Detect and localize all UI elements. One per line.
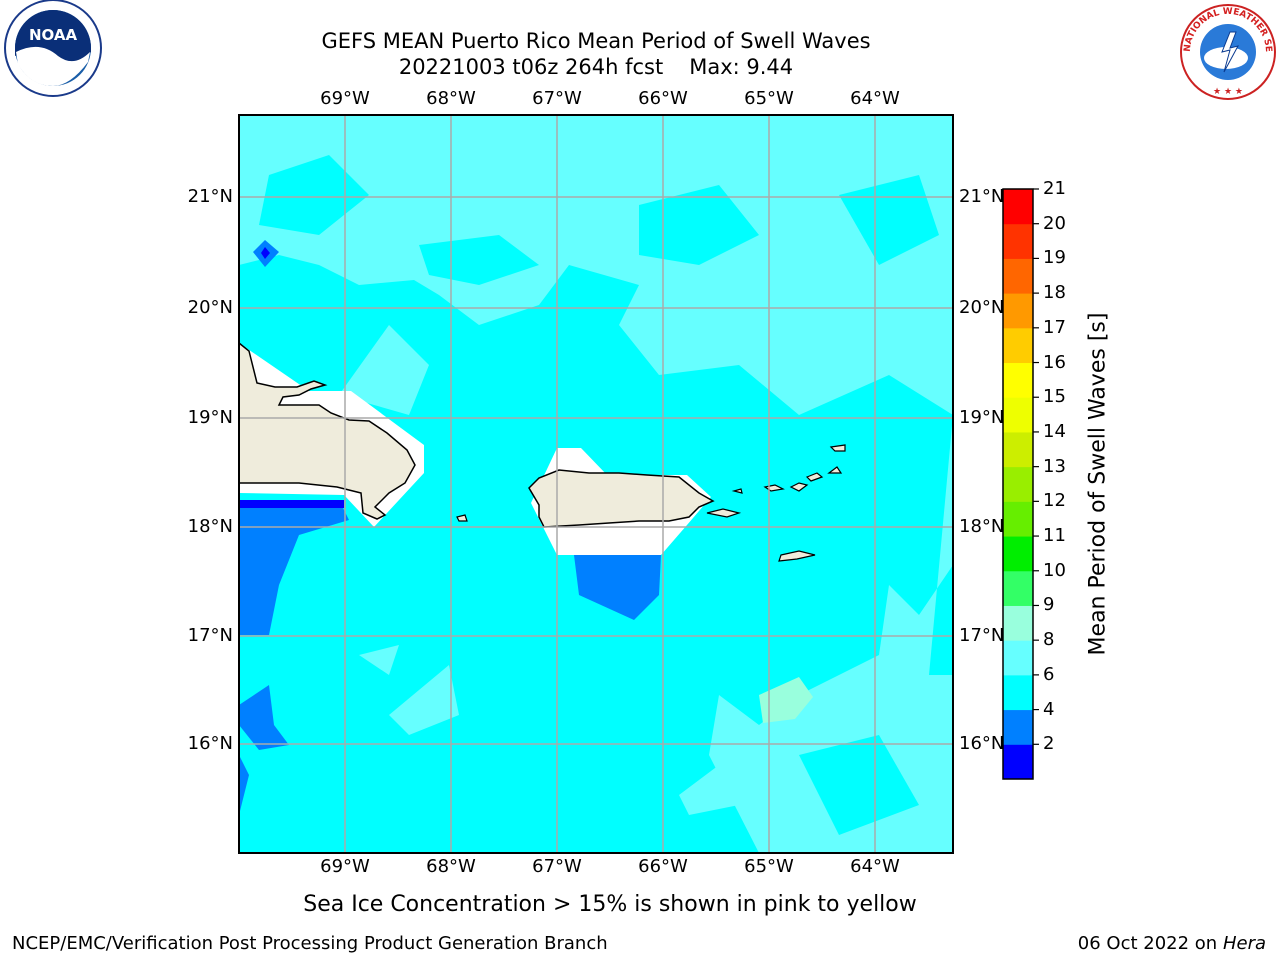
land-mona-island (456, 514, 468, 522)
swell-peak-region (759, 677, 813, 723)
land-vieques (706, 508, 742, 518)
chart-subtitle: 20221003 t06z 264h fcst Max: 9.44 (240, 54, 952, 80)
colorbar-segment (1003, 362, 1033, 398)
colorbar-segment (1003, 744, 1033, 780)
colorbar-segment (1003, 536, 1033, 572)
colorbar-frame (1002, 188, 1034, 780)
lon-tick-top: 64°W (850, 88, 900, 109)
chart-title: GEFS MEAN Puerto Rico Mean Period of Swe… (321, 29, 871, 53)
colorbar-segment (1003, 397, 1033, 433)
lat-tick-right: 16°N (959, 733, 1005, 754)
colorbar-segment (1003, 293, 1033, 329)
lon-tick-bot: 69°W (320, 856, 370, 877)
colorbar-tick-label: 21 (1043, 178, 1066, 199)
light-swell-region (679, 765, 739, 815)
map-frame (238, 114, 954, 854)
lon-tick-top: 69°W (320, 88, 370, 109)
lat-tick-right: 17°N (959, 625, 1005, 646)
colorbar-tick-label: 6 (1043, 663, 1055, 685)
light-swell-region (339, 325, 429, 415)
lat-tick-left: 21°N (187, 186, 233, 207)
lon-tick-top: 67°W (532, 88, 582, 109)
colorbar-tick-label: 19 (1043, 247, 1066, 269)
colorbar-tick-label: 10 (1043, 559, 1066, 581)
lat-tick-right: 18°N (959, 516, 1005, 537)
footer-date: 06 Oct 2022 on Hera (1077, 933, 1266, 954)
light-swell-region (359, 645, 399, 675)
lat-tick-left: 19°N (187, 407, 233, 428)
lon-tick-top: 66°W (638, 88, 688, 109)
light-swell-region (799, 735, 919, 835)
deep-swell-region (239, 500, 344, 508)
footer-branch: NCEP/EMC/Verification Post Processing Pr… (12, 933, 608, 954)
colorbar-segment (1003, 501, 1033, 537)
colorbar-tick-label: 15 (1043, 386, 1066, 408)
colorbar-segment (1003, 223, 1033, 259)
colorbar-tick-label: 4 (1043, 698, 1055, 720)
colorbar-tick-label: 8 (1043, 629, 1055, 651)
lat-tick-left: 20°N (187, 297, 233, 318)
colorbar-segment (1003, 674, 1033, 711)
colorbar-tick-label: 12 (1043, 490, 1066, 512)
lon-tick-top: 68°W (426, 88, 476, 109)
map-plot (238, 114, 954, 854)
max-value: Max: 9.44 (689, 55, 794, 79)
land-virgin-islands (731, 444, 846, 494)
colorbar-tick-label: 14 (1043, 420, 1066, 442)
colorbar-segment (1003, 709, 1033, 745)
svg-text:★ ★ ★: ★ ★ ★ (1213, 87, 1243, 97)
lon-tick-bot: 64°W (850, 856, 900, 877)
colorbar-segment (1003, 431, 1033, 468)
light-swell-region (639, 185, 759, 265)
colorbar-segment (1003, 640, 1033, 676)
light-swell-region (239, 115, 953, 853)
map-gridlines (239, 115, 953, 853)
colorbar-label: Mean Period of Swell Waves [s] (1085, 312, 1111, 656)
light-swell-region (419, 235, 539, 285)
colorbar-tick-label: 16 (1043, 351, 1066, 373)
colorbar-segment (1003, 570, 1033, 606)
land-hispaniola (238, 341, 416, 520)
deep-swell-region (261, 247, 270, 259)
colorbar-segment (1003, 189, 1033, 225)
light-swell-region (389, 665, 459, 735)
sea-ice-note: Sea Ice Concentration > 15% is shown in … (303, 892, 917, 917)
lon-tick-bot: 65°W (744, 856, 794, 877)
lat-tick-left: 18°N (187, 516, 233, 537)
footer-machine: Hera (1222, 933, 1266, 954)
light-swell-region (259, 155, 369, 235)
colorbar-segment (1003, 466, 1033, 502)
colorbar-segment (1003, 327, 1033, 364)
colorbar-tick-label: 9 (1043, 594, 1055, 616)
land-st-croix (778, 550, 816, 562)
lat-tick-left: 16°N (187, 733, 233, 754)
lat-tick-right: 21°N (959, 186, 1005, 207)
nws-logo: NATIONAL WEATHER SERVICE ★ ★ ★ (1178, 0, 1276, 100)
noaa-logo: NOAA (4, 0, 102, 97)
lat-tick-left: 17°N (187, 625, 233, 646)
colorbar-tick-label: 20 (1043, 212, 1066, 234)
colorbar-tick-label: 13 (1043, 455, 1066, 477)
lat-tick-right: 19°N (959, 407, 1005, 428)
colorbar-tick-label: 2 (1043, 733, 1055, 755)
dark-swell-region (239, 685, 289, 750)
colorbar-segment (1003, 605, 1033, 641)
lon-tick-bot: 68°W (426, 856, 476, 877)
dark-swell-region (239, 755, 249, 815)
colorbar-segment (1003, 258, 1033, 294)
dark-swell-region (574, 555, 661, 620)
lat-tick-right: 20°N (959, 297, 1005, 318)
forecast-date: 20221003 t06z 264h fcst (398, 55, 664, 79)
lon-tick-bot: 66°W (638, 856, 688, 877)
lon-tick-bot: 67°W (532, 856, 582, 877)
colorbar (1002, 188, 1039, 780)
dark-swell-region (239, 500, 349, 635)
svg-text:NOAA: NOAA (29, 26, 78, 44)
lon-tick-top: 65°W (744, 88, 794, 109)
colorbar-tick-label: 18 (1043, 282, 1066, 304)
colorbar-tick-label: 17 (1043, 316, 1066, 338)
colorbar-tick-label: 11 (1043, 525, 1066, 547)
